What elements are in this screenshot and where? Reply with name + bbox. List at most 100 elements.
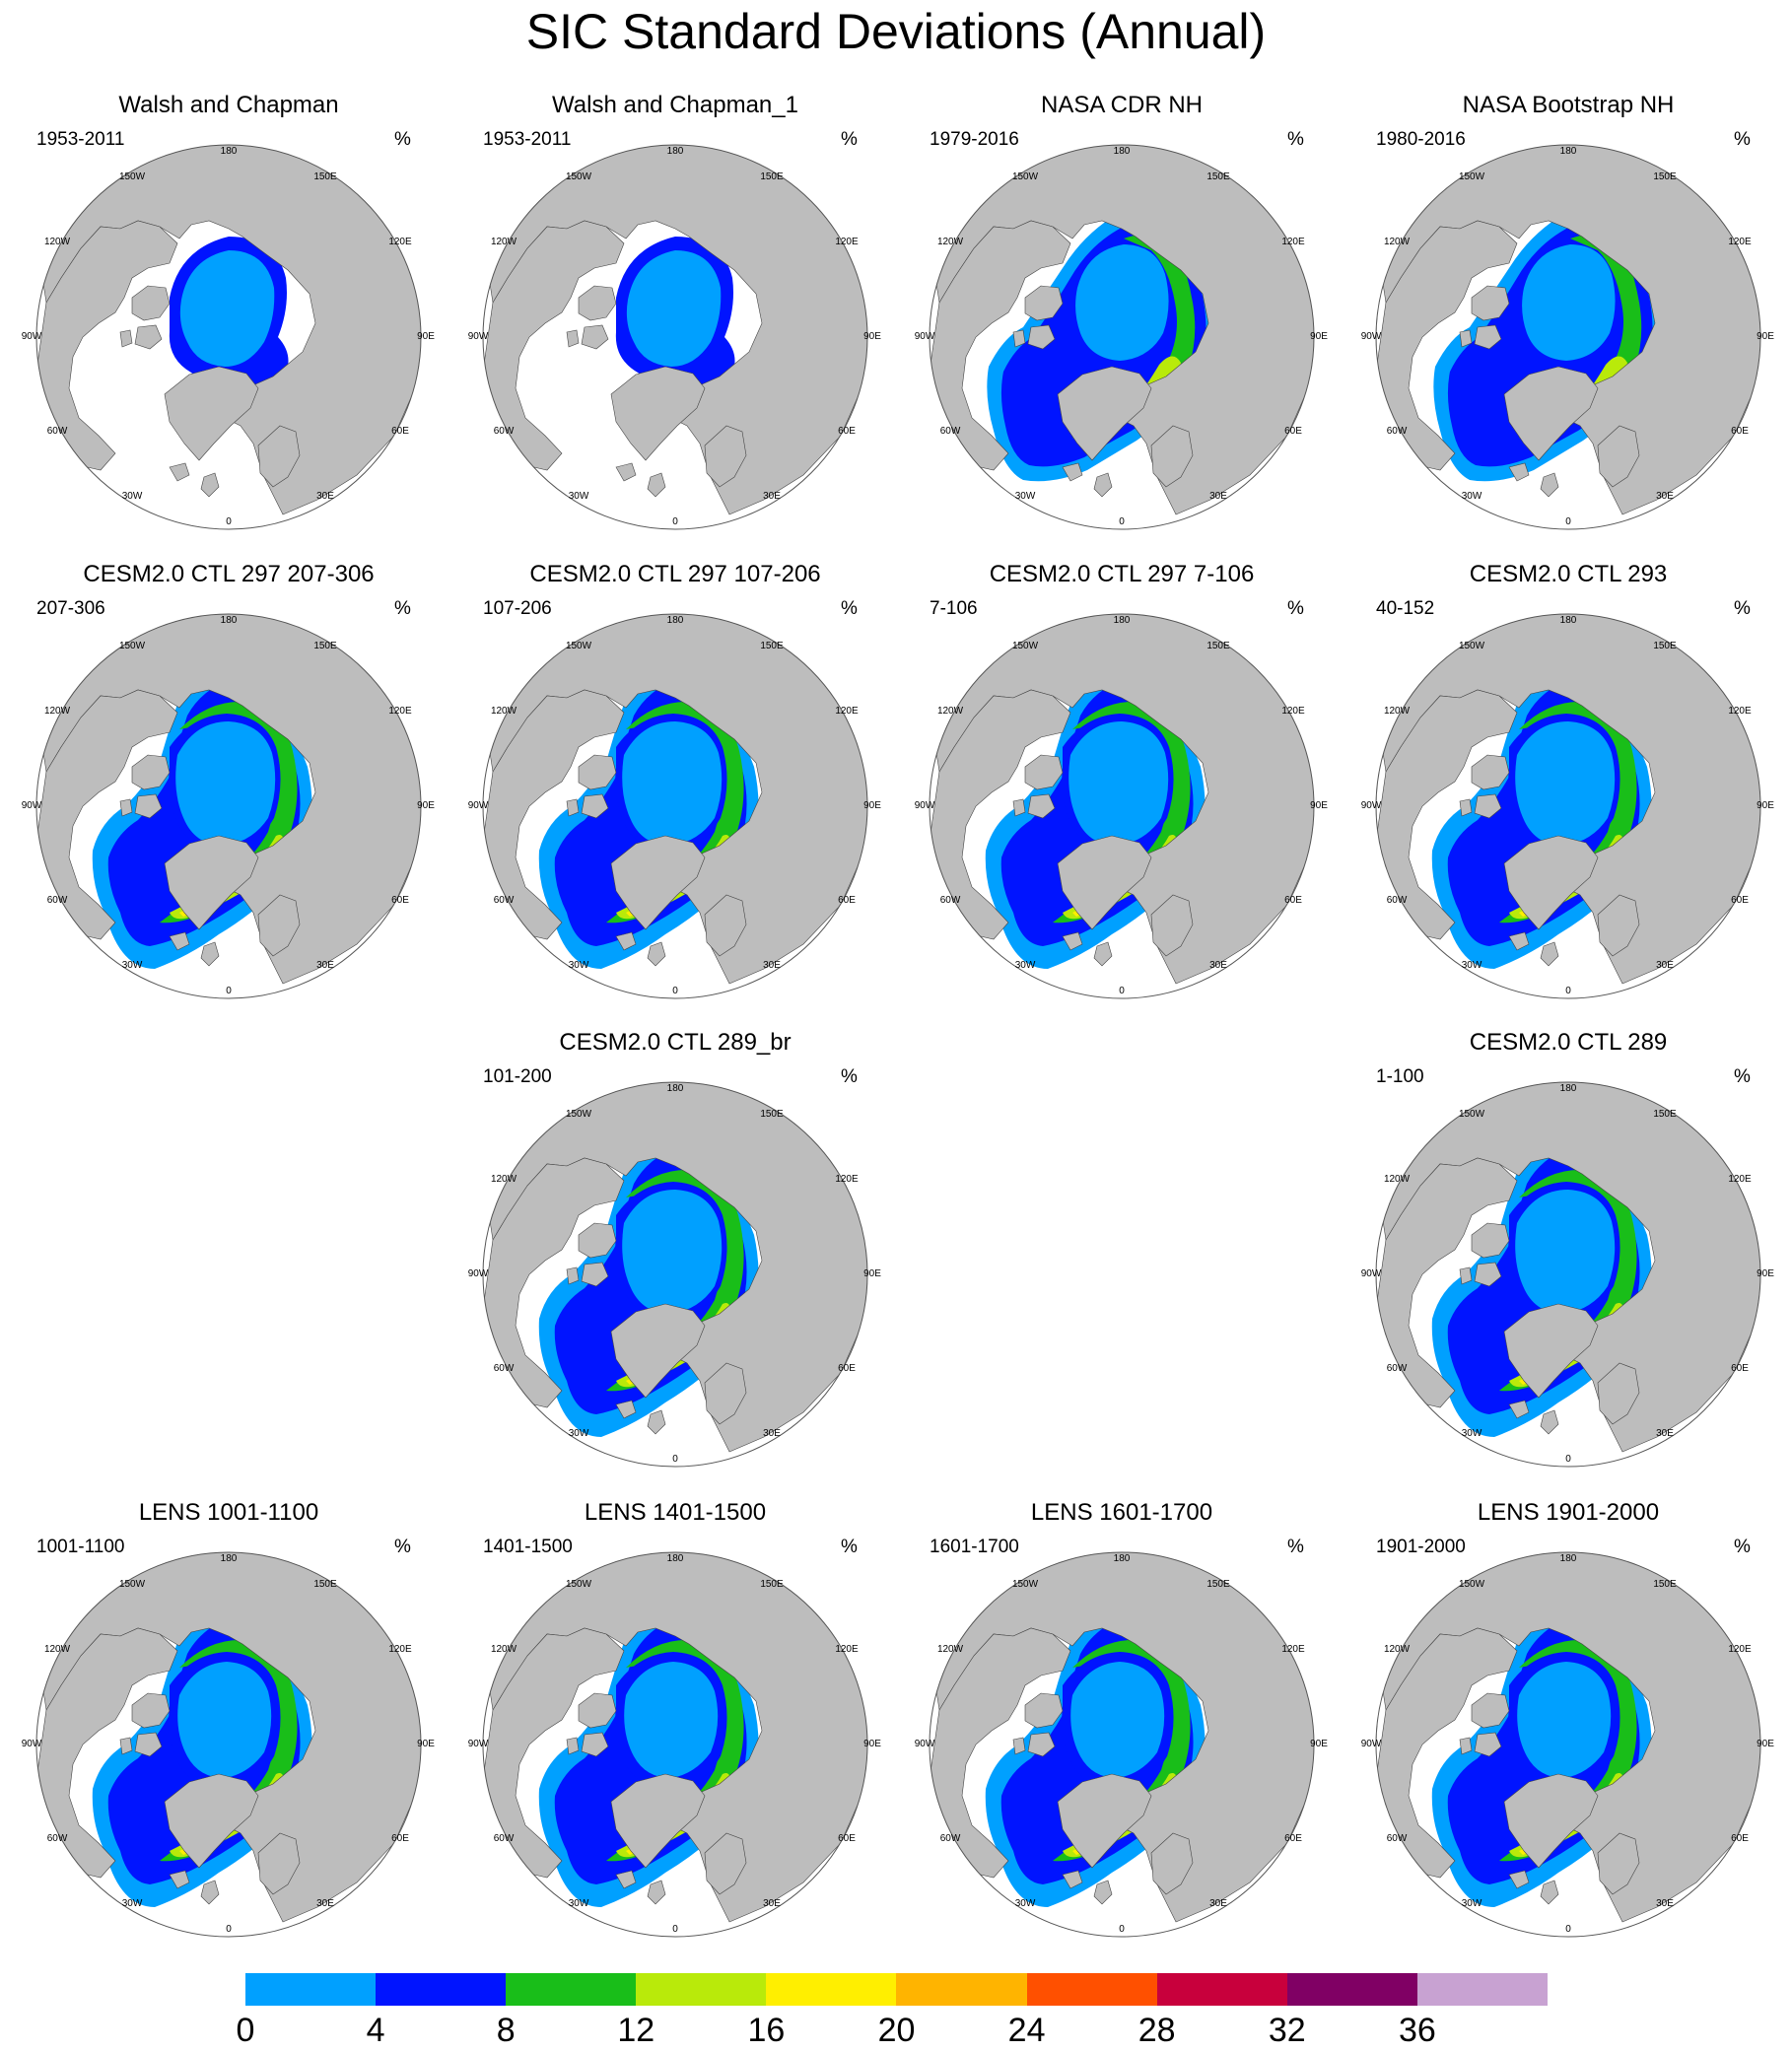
polar-map: 180 150W 150E 120W 120E 90W 90E 60W 60E 30W 30E 0	[468, 1551, 881, 1938]
longitude-label: 150W	[566, 641, 592, 651]
map-panel: Walsh and Chapman 180 150W 150E 120W 120E 90W 9…	[22, 91, 436, 544]
colorbar-box	[1156, 1973, 1287, 2006]
longitude-label: 0	[1119, 516, 1125, 527]
map-frame: 180 150W 150E 120W 120E 90W 90E 60W 60E 30W 30E 0	[468, 1067, 882, 1481]
uk-land	[1540, 1880, 1559, 1905]
greenland-land	[1057, 835, 1152, 930]
archipelago-land	[1012, 754, 1064, 819]
longitude-label: 150E	[760, 641, 784, 651]
archipelago-land	[1012, 285, 1064, 350]
longitude-label: 90W	[1361, 1268, 1382, 1279]
longitude-label: 30E	[1656, 1428, 1674, 1439]
panel-title: LENS 1401-1500	[584, 1499, 767, 1526]
colorbar-box	[896, 1973, 1027, 2006]
archipelago-land	[119, 754, 171, 819]
polar-map: 180 150W 150E 120W 120E 90W 90E 60W 60E 30W 30E 0	[468, 1081, 881, 1468]
longitude-label: 120W	[44, 1644, 71, 1655]
uk-land	[200, 1880, 220, 1905]
map-panel: LENS 1601-1700 180 150W 150E 120W 120E 90W 90E 6…	[915, 1498, 1329, 1951]
longitude-label: 150W	[1459, 1579, 1485, 1590]
polar-map: 180 150W 150E 120W 120E 90W 90E 60W 60E 30W 30E 0	[22, 144, 435, 530]
longitude-label: 60E	[838, 426, 856, 437]
longitude-label: 120W	[937, 237, 964, 247]
polar-map: 180 150W 150E 120W 120E 90W 90E 60W 60E 30W 30E 0	[22, 1551, 435, 1938]
longitude-label: 120W	[1384, 1644, 1411, 1655]
panel-title: LENS 1601-1700	[1030, 1499, 1213, 1526]
panel-years: 1980-2016	[1376, 129, 1466, 150]
polar-map: 180 150W 150E 120W 120E 90W 90E 60W 60E 30W 30E 0	[915, 144, 1328, 530]
longitude-label: 120E	[388, 1644, 412, 1655]
longitude-label: 60W	[494, 895, 515, 906]
panel-years: 1979-2016	[930, 129, 1019, 150]
map-frame: 180 150W 150E 120W 120E 90W 90E 60W 60E 30W 30E 0	[468, 599, 882, 1013]
longitude-label: 90E	[863, 800, 881, 811]
map-frame: 180 150W 150E 120W 120E 90W 90E 60W 60E 30W 30E 0	[1361, 1538, 1775, 1951]
panel-units: %	[1287, 598, 1304, 619]
longitude-label: 120W	[1384, 1174, 1411, 1185]
panel-units: %	[841, 598, 858, 619]
panel-years: 1601-1700	[930, 1537, 1019, 1557]
map-frame: 180 150W 150E 120W 120E 90W 90E 60W 60E 30W 30E 0	[22, 130, 436, 544]
longitude-label: 30W	[569, 1428, 589, 1439]
longitude-label: 90E	[1757, 1739, 1774, 1749]
longitude-label: 120E	[1728, 237, 1752, 247]
longitude-label: 120W	[491, 237, 517, 247]
longitude-label: 150E	[313, 1579, 337, 1590]
colorbar-tick-label: 4	[366, 2012, 385, 2049]
longitude-label: 30W	[1015, 1898, 1036, 1909]
map-panel: LENS 1401-1500 180 150W 150E 120W 120E 90W 90E 6…	[468, 1498, 882, 1951]
panel-years: 107-206	[483, 598, 552, 619]
longitude-label: 180	[1114, 146, 1131, 157]
longitude-label: 90E	[1757, 1268, 1774, 1279]
iceland-land	[615, 462, 637, 482]
panel-years: 1-100	[1376, 1066, 1424, 1087]
longitude-label: 90W	[22, 331, 42, 342]
map-panel: NASA CDR NH 180 150W 150E 120W 120E 90W 90E 60W 6…	[915, 91, 1329, 544]
uk-land	[1093, 472, 1113, 498]
longitude-label: 120E	[1728, 706, 1752, 717]
longitude-label: 0	[226, 986, 232, 996]
longitude-label: 90W	[1361, 800, 1382, 811]
colorbar-tick-label: 36	[1398, 2012, 1436, 2049]
longitude-label: 180	[667, 1553, 684, 1564]
longitude-label: 120E	[1281, 706, 1305, 717]
sic-band-0-4	[1070, 1662, 1165, 1778]
panel-title: CESM2.0 CTL 289	[1469, 1029, 1668, 1056]
greenland-land	[610, 1773, 706, 1869]
longitude-label: 60E	[391, 426, 409, 437]
longitude-label: 60E	[1731, 895, 1749, 906]
figure-title: SIC Standard Deviations (Annual)	[525, 4, 1267, 59]
map-frame: 180 150W 150E 120W 120E 90W 90E 60W 60E 30W 30E 0	[1361, 1067, 1775, 1481]
longitude-label: 0	[1565, 516, 1571, 527]
map-border	[929, 144, 1315, 530]
iceland-land	[1508, 931, 1530, 951]
map-border	[1375, 613, 1761, 999]
uk-land	[1540, 1409, 1559, 1435]
longitude-label: 150W	[1459, 1109, 1485, 1120]
longitude-label: 120E	[1281, 1644, 1305, 1655]
longitude-label: 30W	[569, 1898, 589, 1909]
longitude-label: 90E	[1310, 800, 1328, 811]
map-panel: NASA Bootstrap NH 180 150W 150E 120W 120E 90W 9…	[1361, 91, 1775, 544]
longitude-label: 60W	[47, 1833, 68, 1844]
longitude-label: 90E	[417, 331, 435, 342]
longitude-label: 120E	[835, 237, 859, 247]
greenland-land	[164, 1773, 259, 1869]
panel-units: %	[1734, 1066, 1751, 1087]
longitude-label: 120W	[491, 1174, 517, 1185]
sic-band-0-4	[1522, 244, 1616, 361]
map-border	[1375, 1081, 1761, 1468]
panel-title: CESM2.0 CTL 297 207-306	[83, 561, 375, 587]
colorbar-tick-label: 28	[1137, 2012, 1176, 2049]
longitude-label: 30E	[1209, 960, 1227, 971]
longitude-label: 90W	[915, 800, 935, 811]
greenland-land	[1503, 1773, 1599, 1869]
scandinavia-land	[1597, 425, 1640, 488]
uk-land	[647, 1880, 666, 1905]
longitude-label: 120W	[491, 1644, 517, 1655]
map-frame: 180 150W 150E 120W 120E 90W 90E 60W 60E 30W 30E 0	[915, 130, 1329, 544]
panel-years: 1901-2000	[1376, 1537, 1466, 1557]
longitude-label: 60E	[1731, 1833, 1749, 1844]
iceland-land	[169, 1870, 190, 1889]
map-panel: LENS 1001-1100 180 150W 150E 120W 120E 90W 90E 6…	[22, 1498, 436, 1951]
